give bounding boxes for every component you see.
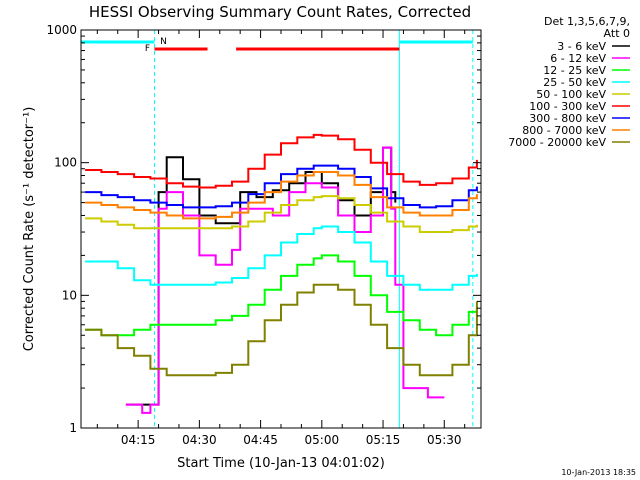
legend-label: 25 - 50 keV xyxy=(543,76,606,89)
x-tick-label: 05:30 xyxy=(427,433,462,447)
x-tick-label: 04:30 xyxy=(182,433,217,447)
legend-label: 12 - 25 keV xyxy=(543,64,606,77)
legend-label: 100 - 300 keV xyxy=(529,100,606,113)
plot-area xyxy=(81,30,478,428)
legend-label: 300 - 800 keV xyxy=(529,112,606,125)
y-axis: 1 10 100 1000 xyxy=(46,23,481,435)
y-tick-label: 10 xyxy=(62,288,77,302)
legend-label: 50 - 100 keV xyxy=(536,88,606,101)
x-tick-label: 05:15 xyxy=(366,433,401,447)
series-line-2 xyxy=(85,254,478,337)
x-tick-label: 04:15 xyxy=(121,433,156,447)
y-tick-label: 1 xyxy=(69,421,77,435)
series-line-5 xyxy=(85,133,478,189)
x-axis: 04:15 04:30 04:45 05:00 05:15 05:30 xyxy=(96,30,466,447)
y-tick-label: 1000 xyxy=(46,23,77,37)
y-tick-label: 100 xyxy=(54,156,77,170)
series-line-1 xyxy=(125,146,445,414)
x-tick-label: 05:00 xyxy=(305,433,340,447)
chart-title: HESSI Observing Summary Count Rates, Cor… xyxy=(89,3,471,21)
legend-title: Att 0 xyxy=(604,27,630,40)
plot-timestamp: 10-Jan-2013 18:35 xyxy=(561,468,636,477)
legend-label: 800 - 7000 keV xyxy=(522,124,606,137)
y-axis-label: Corrected Count Rate (s⁻¹ detector⁻¹) xyxy=(22,107,37,352)
legend-label: 3 - 6 keV xyxy=(557,40,606,53)
series-line-3 xyxy=(85,225,478,291)
flag-label-n: N xyxy=(160,37,167,47)
series-line-7 xyxy=(85,171,478,220)
x-axis-label: Start Time (10-Jan-13 04:01:02) xyxy=(177,456,385,471)
flag-label-f: F xyxy=(145,44,150,54)
series-line-6 xyxy=(85,164,478,209)
legend-label: 6 - 12 keV xyxy=(550,52,606,65)
legend-label: 7000 - 20000 keV xyxy=(508,136,606,149)
legend-title: Det 1,3,5,6,7,9, xyxy=(544,15,630,28)
series-line-8 xyxy=(85,283,478,377)
series-line-4 xyxy=(85,195,478,233)
x-tick-label: 04:45 xyxy=(243,433,278,447)
